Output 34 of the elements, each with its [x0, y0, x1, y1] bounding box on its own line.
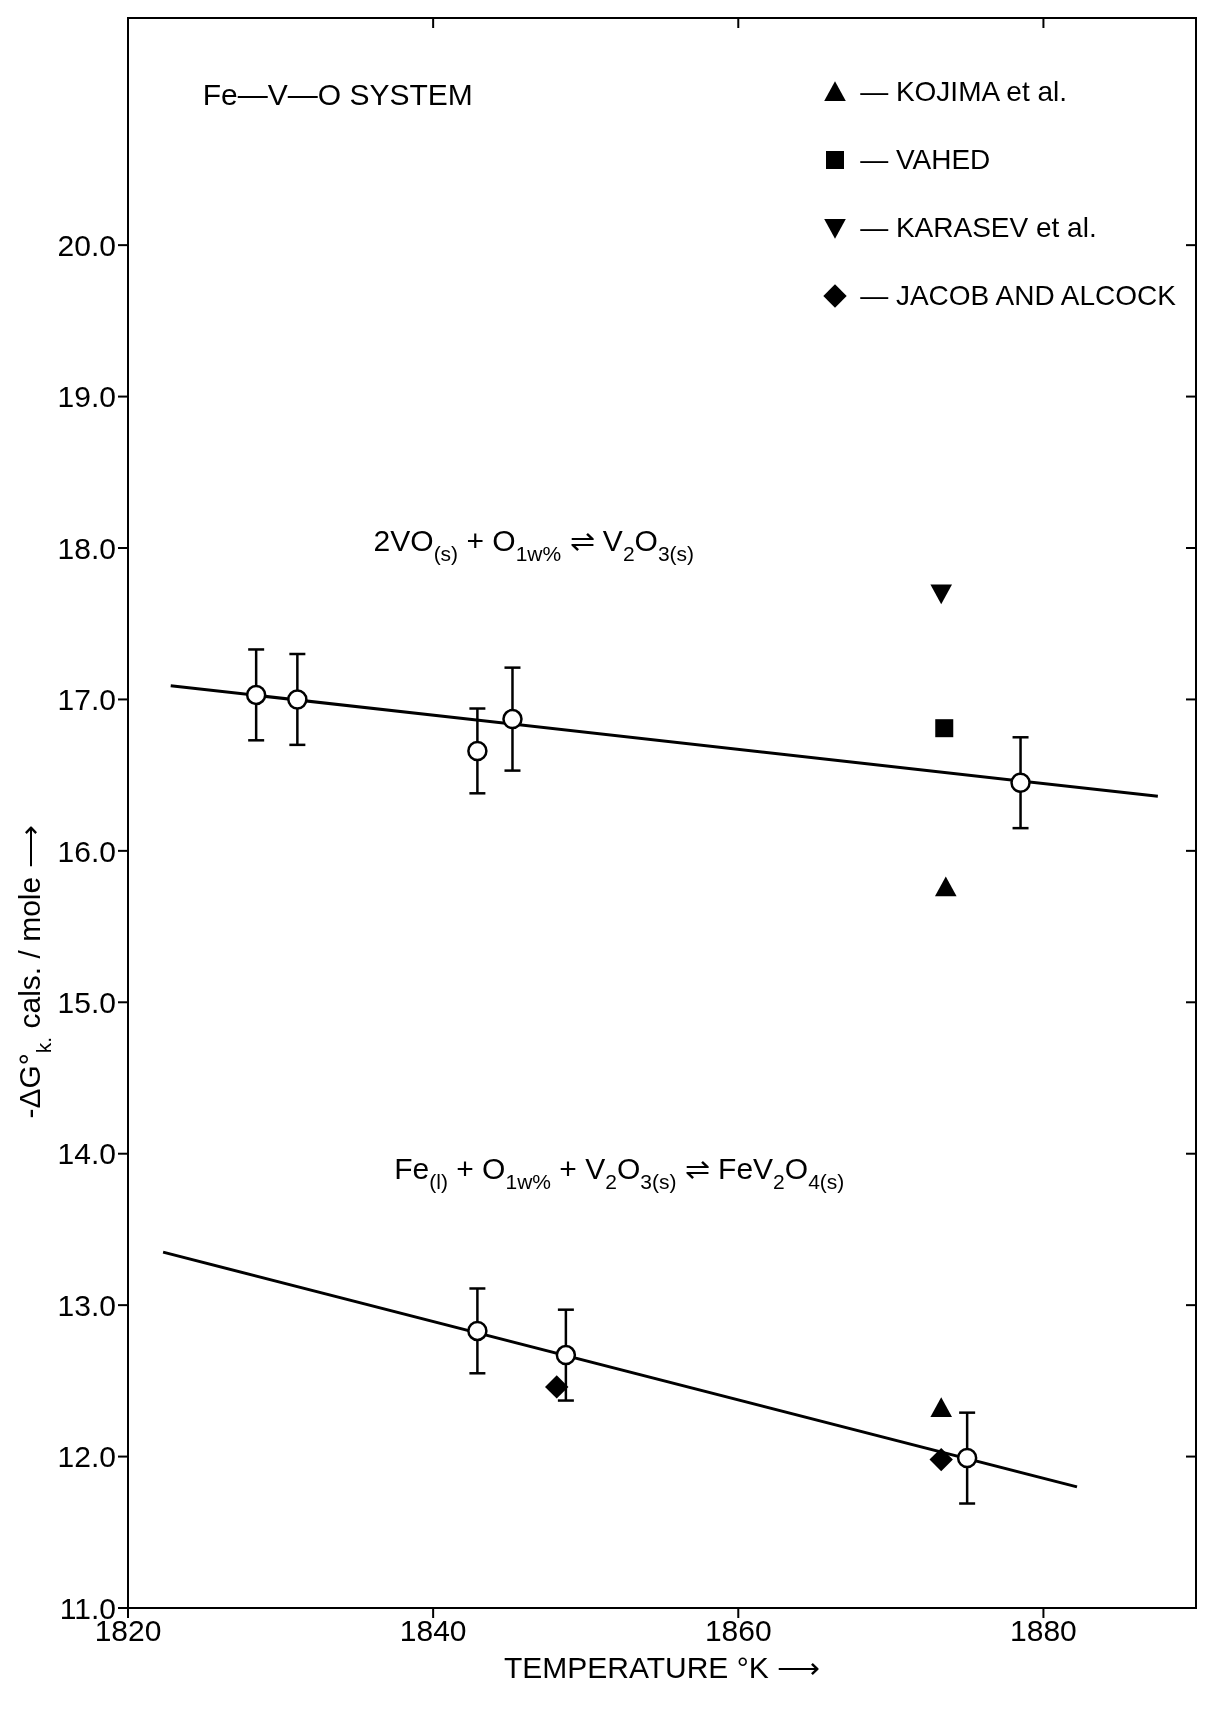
y-tick-label: 13.0: [57, 1288, 116, 1322]
x-tick-label: 1840: [399, 1614, 467, 1648]
legend-label: — KOJIMA et al.: [860, 76, 1068, 108]
legend-label: — KARASEV et al.: [860, 212, 1097, 244]
point: [467, 1320, 488, 1342]
point: [929, 1447, 953, 1472]
x-tick-label: 1880: [1010, 1614, 1077, 1648]
legend-label: — JACOB AND ALCOCK: [860, 280, 1176, 312]
annotation: 2VO$_{(s)}$ + O$_{1w%}$ ⇌ V$_{2}$O$_{3(s)}$: [373, 523, 695, 566]
annotation: Fe—V—O SYSTEM: [202, 78, 473, 112]
point: [935, 719, 954, 738]
point: [245, 684, 267, 706]
y-tick-label: 16.0: [57, 834, 116, 868]
y-tick-label: 14.0: [57, 1137, 116, 1171]
x-axis-title: TEMPERATURE °K ⟶: [503, 1651, 821, 1684]
text: Fe$_{(l)}$ + O$_{1w%}$ + V$_{2}$O$_{3(s)}$ ⇌ FeV$_{2}$O$_{4(s)}$: [394, 1151, 845, 1194]
point: [934, 876, 957, 897]
point: [502, 708, 523, 730]
y-tick-label: 17.0: [57, 683, 116, 717]
point: [545, 1375, 569, 1399]
point: [467, 740, 488, 762]
y-tick-label: 15.0: [57, 985, 116, 1019]
y-tick-label: 18.0: [57, 531, 116, 565]
y-tick-label: 20.0: [57, 228, 116, 262]
point: [930, 584, 953, 605]
point: [1010, 772, 1031, 793]
point: [930, 1397, 953, 1418]
y-tick-label: 19.0: [57, 380, 116, 414]
x-tick-label: 1860: [704, 1614, 772, 1648]
point: [555, 1344, 577, 1366]
legend-label: — VAHED: [860, 144, 991, 176]
point: [287, 689, 308, 710]
point: [956, 1447, 978, 1469]
y-tick-label: 12.0: [57, 1440, 116, 1474]
